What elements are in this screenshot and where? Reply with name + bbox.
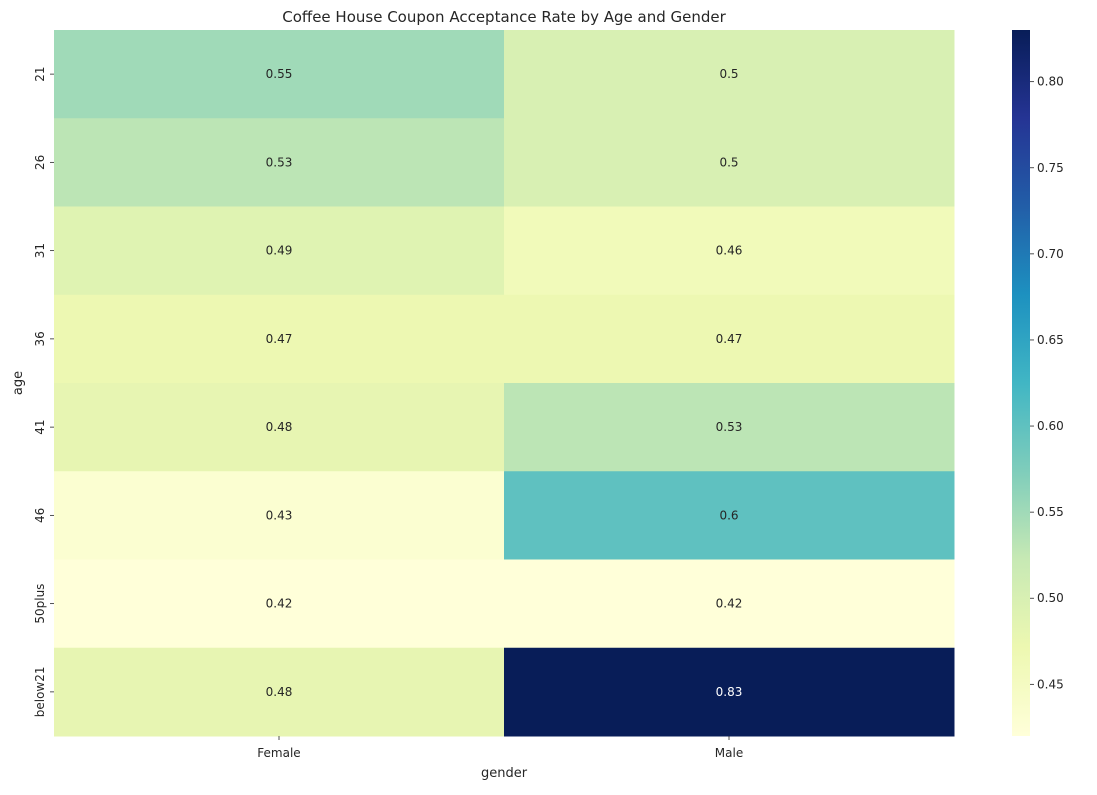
cell-value-label: 0.49 [266,244,293,258]
cell-value-label: 0.47 [716,332,743,346]
cell-value-label: 0.42 [716,597,743,611]
cell-value-label: 0.6 [719,508,738,522]
cell-value-label: 0.42 [266,597,293,611]
heatmap-cell [54,647,505,737]
colorbar-gradient [1012,30,1030,736]
heatmap-cells: 0.55 0.5 0.53 0.5 0.49 0.46 0.47 0.47 0.48 0.53 0.… [54,30,955,737]
y-tick-label: 21 [33,66,47,81]
x-tick-label: Female [257,746,300,760]
y-tick-label: below21 [33,666,47,717]
heatmap-cell [54,30,505,119]
colorbar-tick-label: 0.45 [1037,677,1064,691]
heatmap-cell [54,471,505,560]
y-tick-label: 41 [33,419,47,434]
colorbar-tick-label: 0.55 [1037,505,1064,519]
colorbar-tick-label: 0.75 [1037,161,1064,175]
cell-value-label: 0.83 [716,685,743,699]
chart-title: Coffee House Coupon Acceptance Rate by A… [282,8,726,26]
cell-value-label: 0.5 [719,155,738,169]
heatmap-cell [504,647,955,737]
heatmap-cell [54,383,505,472]
colorbar-tick-label: 0.50 [1037,591,1064,605]
x-tick-label: Male [715,746,743,760]
colorbar-tick-label: 0.70 [1037,247,1064,261]
y-tick-label: 31 [33,243,47,258]
cell-value-label: 0.5 [719,67,738,81]
cell-value-label: 0.53 [266,155,293,169]
y-tick-label: 46 [33,508,47,523]
colorbar-tick-label: 0.60 [1037,419,1064,433]
cell-value-label: 0.55 [266,67,293,81]
heatmap-cell [504,471,955,560]
heatmap-cell [54,294,505,384]
x-axis-label: gender [481,766,528,781]
y-axis-label: age [11,371,26,395]
heatmap-cell [54,118,505,207]
y-axis-ticks: 21 26 31 36 41 46 50plus below21 [33,66,54,717]
cell-value-label: 0.47 [266,332,293,346]
colorbar: 0.45 0.50 0.55 0.60 0.65 0.70 0.75 0.80 [1012,30,1064,736]
colorbar-tick-label: 0.65 [1037,333,1064,347]
heatmap-cell [504,559,955,649]
cell-value-label: 0.48 [266,420,293,434]
x-axis-ticks: Female Male [257,736,743,760]
cell-value-label: 0.48 [266,685,293,699]
heatmap-cell [504,383,955,472]
y-tick-label: 36 [33,331,47,346]
cell-value-label: 0.43 [266,508,293,522]
cell-value-label: 0.46 [716,244,743,258]
heatmap-cell [504,30,955,119]
heatmap-cell [504,206,955,296]
cell-value-label: 0.53 [716,420,743,434]
colorbar-tick-label: 0.80 [1037,75,1064,89]
y-tick-label: 50plus [33,584,47,624]
heatmap-cell [54,559,505,649]
y-tick-label: 26 [33,155,47,170]
heatmap-cell [54,206,505,296]
heatmap-cell [504,294,955,384]
heatmap-cell [504,118,955,207]
